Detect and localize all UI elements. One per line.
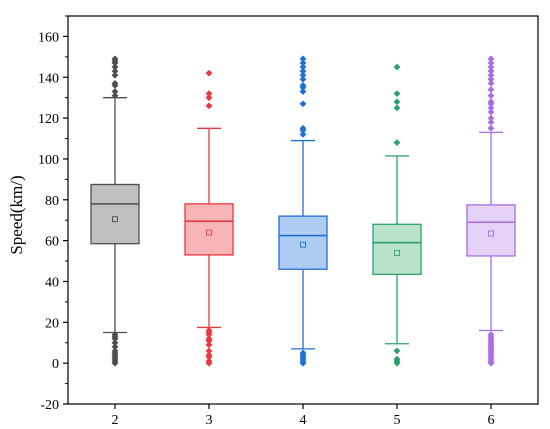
outlier-point <box>111 343 119 351</box>
box-group-3 <box>184 69 234 367</box>
outlier-point <box>487 63 495 71</box>
outlier-point <box>487 104 495 112</box>
y-tick-label: 100 <box>38 153 59 168</box>
outlier-point <box>299 349 307 357</box>
outlier-point <box>487 86 495 93</box>
outlier-point <box>205 102 213 110</box>
outlier-point <box>111 79 119 87</box>
outlier-point <box>205 347 213 355</box>
outlier-point <box>299 100 307 108</box>
outlier-point <box>299 124 307 132</box>
iqr-box <box>466 204 516 257</box>
outlier-point <box>487 331 495 339</box>
outlier-point <box>487 71 495 79</box>
y-tick-label: 80 <box>45 194 59 209</box>
mean-marker <box>488 230 494 237</box>
outlier-point <box>299 55 307 63</box>
outlier-point <box>205 335 213 343</box>
outlier-point <box>393 104 401 112</box>
y-tick-label: 140 <box>38 71 59 86</box>
outlier-point <box>111 63 119 71</box>
outlier-point <box>205 341 213 349</box>
outlier-point <box>487 79 495 87</box>
outlier-point <box>111 347 119 355</box>
outlier-point <box>487 98 495 106</box>
outlier-point <box>299 130 307 138</box>
y-tick-label: 40 <box>45 275 59 290</box>
mean-marker <box>300 241 306 248</box>
outlier-point <box>299 67 307 75</box>
mean-marker <box>206 229 212 236</box>
x-tick-label: 6 <box>488 413 495 428</box>
plot-area <box>90 55 516 367</box>
outlier-point <box>205 357 213 365</box>
outlier-point <box>205 327 213 334</box>
outlier-point <box>487 67 495 75</box>
outlier-point <box>487 114 495 122</box>
outlier-point <box>111 67 119 75</box>
y-tick-label: 160 <box>38 30 59 45</box>
box-group-6 <box>466 55 516 367</box>
box-group-5 <box>372 63 422 367</box>
x-tick-label: 4 <box>300 413 307 428</box>
outlier-point <box>487 108 495 116</box>
mean-marker <box>112 216 118 223</box>
iqr-box <box>90 183 140 245</box>
outlier-point <box>111 92 119 100</box>
box-group-2 <box>90 55 140 367</box>
outlier-point <box>487 75 495 83</box>
outlier-point <box>111 88 119 96</box>
mean-marker <box>394 249 400 256</box>
outlier-point <box>299 63 307 71</box>
outlier-point <box>487 124 495 132</box>
y-tick-label: 0 <box>52 357 59 372</box>
y-tick-label: -20 <box>40 398 59 413</box>
x-tick-label: 5 <box>394 413 401 428</box>
outlier-point <box>393 63 401 71</box>
axes: -20 0 20 40 60 80 100 120 140 160 2 3 4 5 6 <box>38 15 539 428</box>
outlier-point <box>487 92 495 100</box>
outlier-point <box>205 69 213 77</box>
outlier-point <box>393 98 401 106</box>
outlier-point <box>487 118 495 126</box>
outlier-point <box>299 59 307 67</box>
outlier-point <box>299 88 307 96</box>
outlier-point <box>487 59 495 67</box>
iqr-box <box>184 203 234 256</box>
outlier-point <box>299 75 307 83</box>
y-tick-label: 120 <box>38 112 59 127</box>
outlier-point <box>299 71 307 79</box>
x-tick-label: 3 <box>206 413 213 428</box>
outlier-point <box>111 55 119 63</box>
x-tick-label: 2 <box>112 413 119 428</box>
outlier-point <box>299 81 307 89</box>
outlier-point <box>393 90 401 98</box>
outlier-point <box>205 90 213 98</box>
iqr-box <box>372 223 422 275</box>
outlier-point <box>393 355 401 363</box>
outlier-point <box>487 55 495 63</box>
outlier-point <box>111 339 119 347</box>
y-tick-label: 20 <box>45 316 59 331</box>
iqr-box <box>278 215 328 270</box>
box-group-4 <box>278 55 328 367</box>
outlier-point <box>111 331 119 339</box>
outlier-point <box>393 139 401 147</box>
outlier-point <box>205 94 213 102</box>
y-tick-label: 60 <box>45 235 59 250</box>
y-axis-title: Speed(km/) <box>7 175 26 254</box>
outlier-point <box>111 71 119 79</box>
outlier-point <box>205 351 213 359</box>
outlier-point <box>393 347 401 355</box>
